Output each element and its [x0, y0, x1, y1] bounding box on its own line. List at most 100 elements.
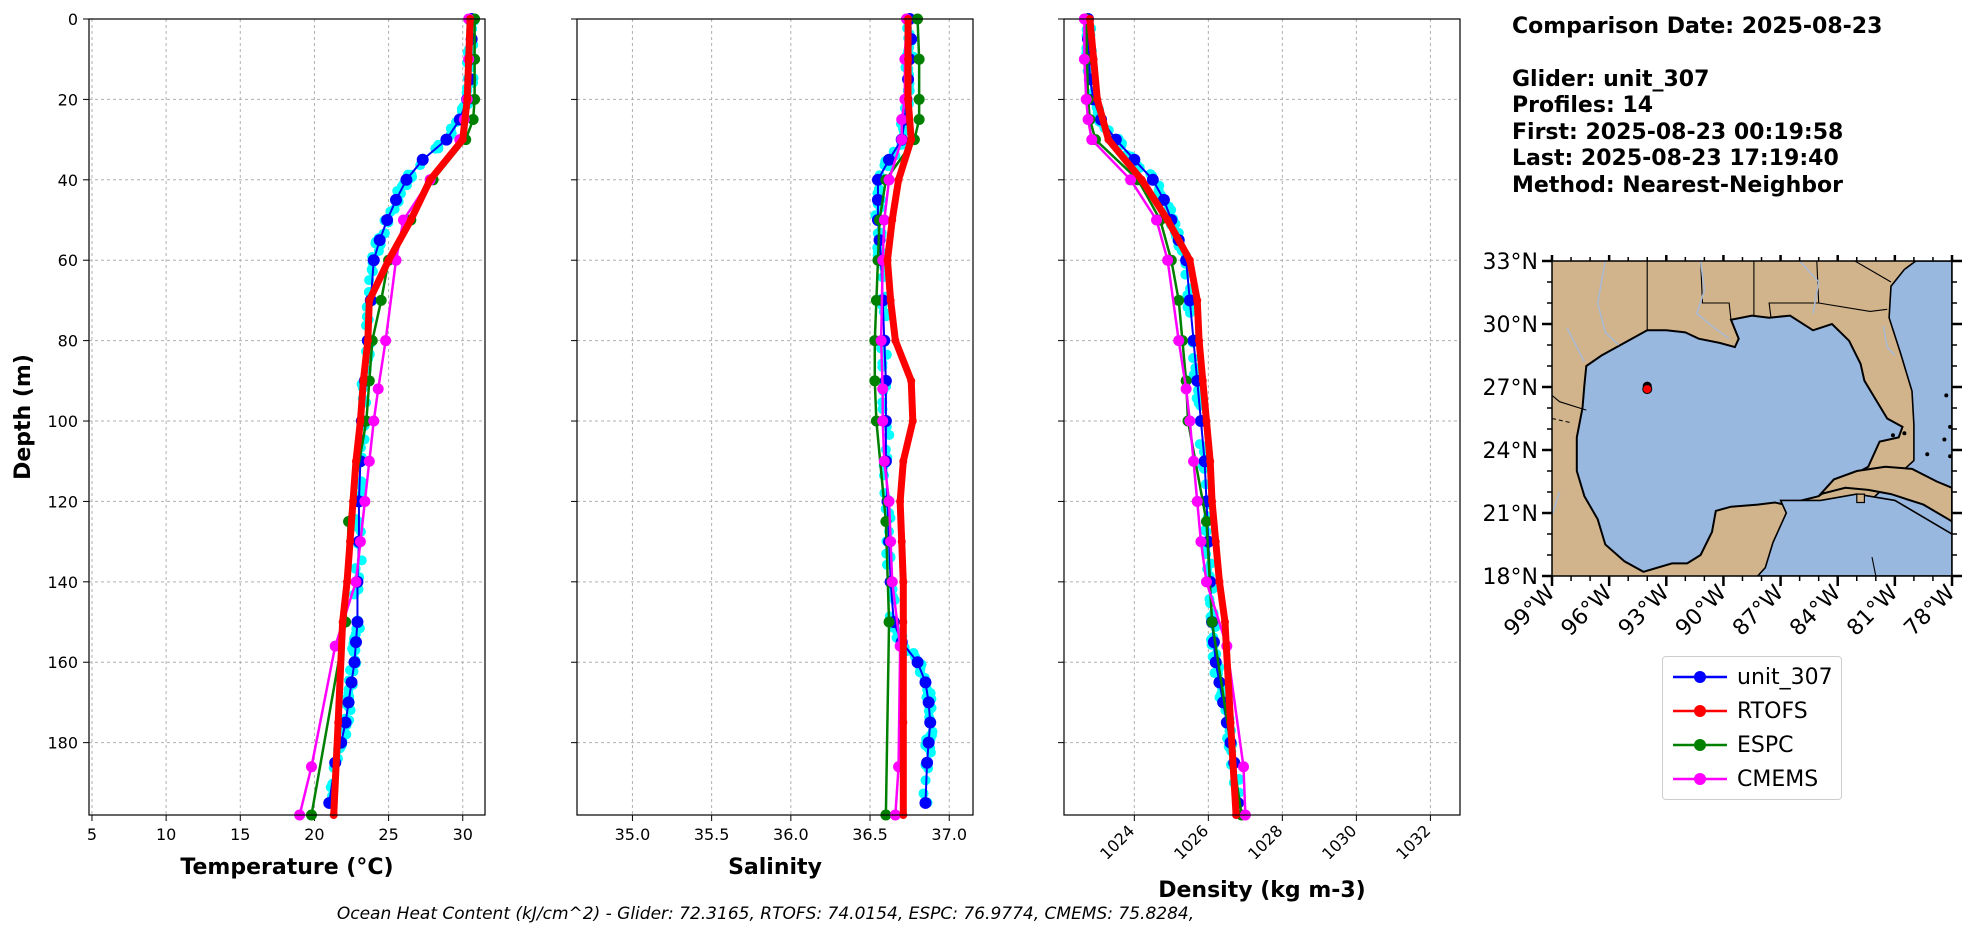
interpolation-method: Method: Nearest-Neighbor: [1512, 172, 1843, 198]
series-line-rtofs: [330, 18, 474, 816]
series-point-rtofs: [1211, 537, 1220, 546]
river-line: [1596, 261, 1620, 346]
ohc-footer: Ocean Heat Content (kJ/cm^2) - Glider: 7…: [0, 904, 1987, 924]
series-point-cmems: [896, 134, 908, 146]
series-point-cmems: [1191, 495, 1203, 507]
series-point-espc: [467, 114, 479, 126]
series-point-unit-307: [348, 656, 361, 669]
map-clip: [1552, 261, 1952, 576]
glider-scatter-point: [1188, 353, 1199, 364]
tick-label-x: 1028: [1244, 821, 1286, 863]
maritime-border: [1552, 418, 1572, 424]
series-point-rtofs: [907, 135, 916, 144]
series-point-rtofs: [899, 718, 908, 727]
series-point-unit-307: [871, 193, 884, 206]
tick-label-x: 37.0: [931, 825, 967, 844]
series-point-rtofs: [894, 175, 903, 184]
series-point-rtofs: [904, 95, 913, 104]
series-point-unit-307: [871, 173, 884, 186]
legend-marker-unit-307: [1673, 671, 1727, 683]
series-point-unit-307: [919, 796, 932, 809]
series-point-espc: [913, 53, 925, 65]
tick-label-y: 60: [58, 251, 78, 270]
political-border: [1818, 302, 1888, 312]
tick-label-x: 35.5: [694, 825, 730, 844]
series-point-rtofs: [1202, 417, 1211, 426]
series-point-rtofs: [343, 577, 352, 586]
profile-panel-2: 35.0 35.5 36.0 36.5 37.0 Salinity: [571, 13, 974, 880]
series-point-cmems: [1162, 254, 1174, 266]
series-point-rtofs: [888, 216, 897, 225]
series-point-cmems: [877, 415, 889, 427]
gulf-of-mexico-map: 33°N30°N27°N24°N21°N18°N99°W96°W93°W90°W…: [1483, 250, 1962, 641]
series-point-rtofs: [904, 55, 913, 64]
profile-panel-3: 1024 1026 1028 1030 1032 Density (kg m-3): [1058, 13, 1461, 903]
series-point-unit-307: [342, 696, 355, 709]
political-border: [1700, 261, 1732, 320]
map-lon-label: 93°W: [1614, 580, 1675, 641]
series-point-rtofs: [351, 457, 360, 466]
series-point-rtofs: [1220, 618, 1229, 627]
map-lat-label: 30°N: [1483, 313, 1538, 338]
series-point-rtofs: [886, 296, 895, 305]
series-point-rtofs: [1163, 216, 1172, 225]
map-lat-label: 21°N: [1483, 502, 1538, 527]
tick-label-y: 0: [68, 10, 78, 29]
tick-label-x: 25: [378, 825, 398, 844]
small-island: [1948, 454, 1952, 459]
series-point-rtofs: [338, 618, 347, 627]
series-point-unit-307: [416, 153, 429, 166]
series-point-unit-307: [367, 254, 380, 267]
series-point-unit-307: [1183, 294, 1196, 307]
legend-item-cmems: CMEMS: [1663, 763, 1841, 797]
series-point-cmems: [350, 576, 362, 588]
series-point-rtofs: [1193, 296, 1202, 305]
series-point-unit-307: [924, 716, 937, 729]
series-point-cmems: [354, 536, 366, 548]
profile-count: Profiles: 14: [1512, 93, 1654, 118]
tick-label-x: 36.0: [773, 825, 809, 844]
map-frame: [1551, 260, 1953, 577]
glider-scatter-point: [350, 563, 361, 574]
map-lat-label: 24°N: [1483, 439, 1538, 464]
series-point-unit-307: [339, 716, 352, 729]
tick-label-x: 5: [87, 825, 97, 844]
small-island: [1948, 424, 1952, 429]
series-point-cmems: [372, 383, 384, 395]
cuba-island: [1817, 465, 1952, 523]
series-point-cmems: [885, 536, 897, 548]
series-point-rtofs: [896, 497, 905, 506]
tick-label-x: 1032: [1392, 821, 1434, 863]
series-point-rtofs: [1226, 718, 1235, 727]
legend: unit_307 RTOFS ESPC CMEMS: [1662, 656, 1842, 800]
series-point-espc: [1173, 294, 1185, 306]
tick-label-y: 180: [47, 734, 78, 753]
series-point-rtofs: [899, 457, 908, 466]
series-point-unit-307: [349, 636, 362, 649]
legend-label-rtofs: RTOFS: [1737, 699, 1808, 724]
tick-label-y: 100: [47, 412, 78, 431]
series-point-rtofs: [1206, 457, 1215, 466]
series-point-rtofs: [1104, 135, 1113, 144]
series-point-rtofs: [363, 336, 372, 345]
first-profile-time: First: 2025-08-23 00:19:58: [1512, 119, 1844, 145]
series-point-rtofs: [464, 55, 473, 64]
series-point-unit-307: [390, 193, 403, 206]
tick-label-x: 30: [453, 825, 473, 844]
axes-frame: [576, 18, 974, 816]
map-lon-label: 87°W: [1728, 580, 1789, 641]
legend-label-espc: ESPC: [1737, 733, 1794, 758]
series-point-rtofs: [365, 296, 374, 305]
river-line: [1566, 327, 1586, 363]
river-line: [1799, 261, 1820, 314]
glider-scatter-point: [881, 349, 892, 360]
map-lat-label: 27°N: [1483, 376, 1538, 401]
gulf-of-mexico: [1575, 314, 1904, 573]
legend-marker-rtofs: [1673, 705, 1727, 717]
series-point-unit-307: [1157, 193, 1170, 206]
map-lat-label: 33°N: [1483, 250, 1538, 275]
series-point-espc: [1200, 516, 1212, 528]
legend-item-unit-307: unit_307: [1663, 661, 1841, 695]
series-line-rtofs: [1086, 18, 1240, 816]
